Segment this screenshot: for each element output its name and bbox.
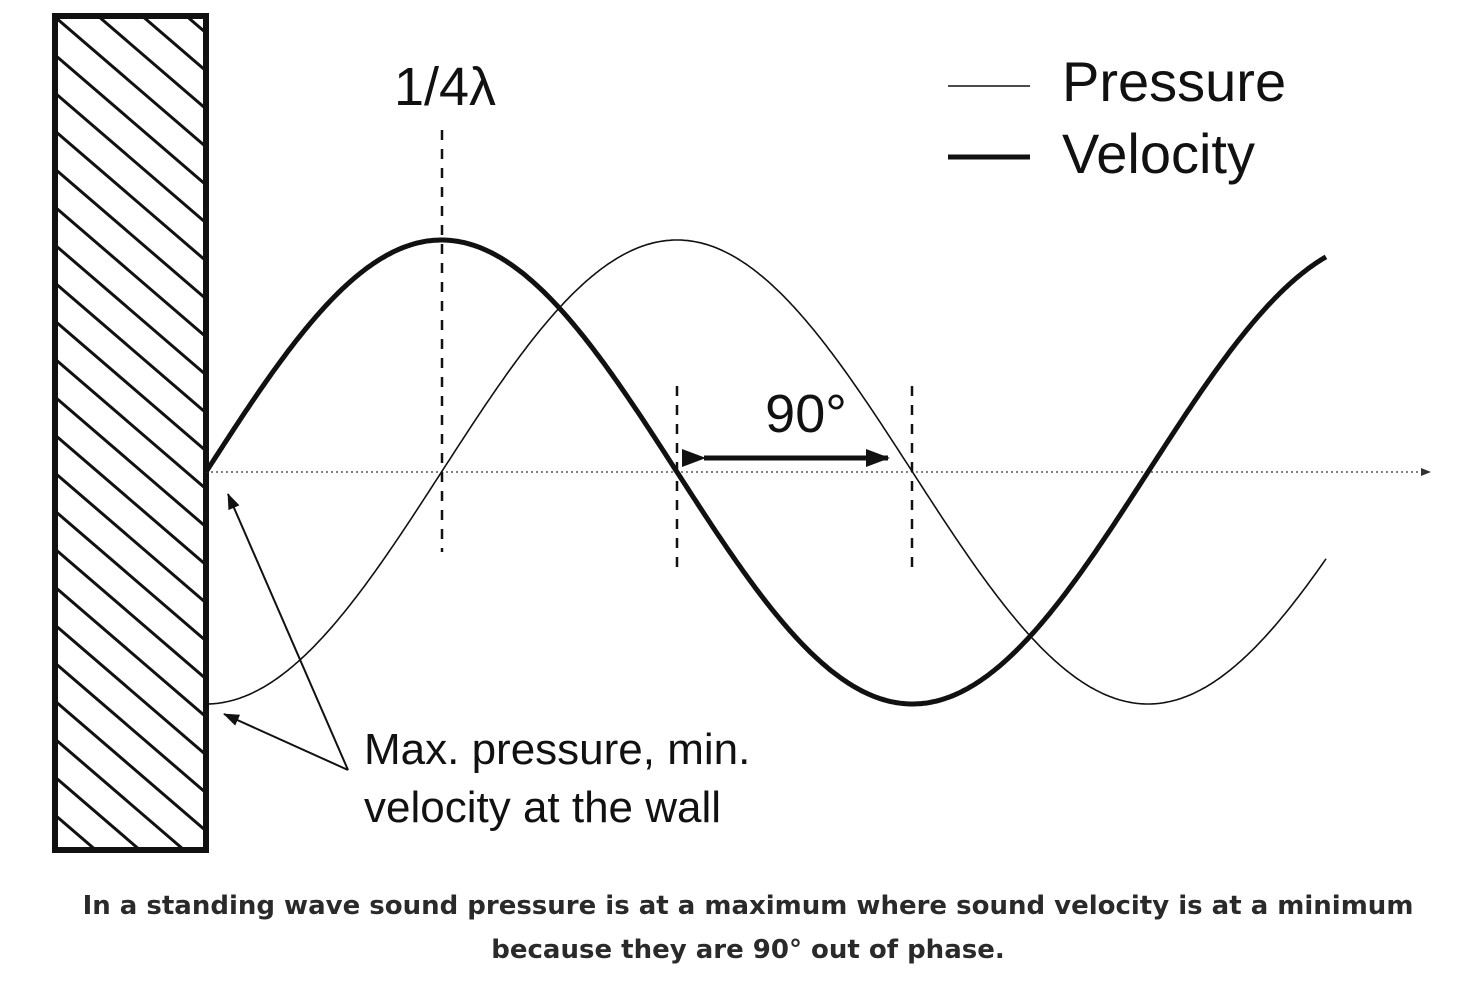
annotation-arrow-velocity [227,493,349,771]
hatch-line [55,853,206,870]
hatch-line [55,129,206,262]
legend-velocity-label: Velocity [1062,122,1255,185]
hatch-line [55,699,206,832]
figure-caption: In a standing wave sound pressure is at … [82,891,1414,965]
annotation-line-1: Max. pressure, min. [364,725,750,774]
hatch-line [55,471,206,604]
hatch-line [55,53,206,186]
wall [52,13,209,870]
annotation-line-2: velocity at the wall [364,783,721,832]
hatch-line [55,319,206,452]
legend-pressure-label: Pressure [1062,50,1286,113]
hatch-line [95,16,206,110]
hatch-line [55,167,206,300]
hatch-line [55,433,206,566]
standing-wave-diagram: 1/4λ 90° Max. pressure, min. velocity at… [52,13,1431,870]
hatch-line [55,91,206,224]
hatch-line [55,623,206,756]
hatch-line [55,775,143,850]
annotation-arrow-pressure [223,713,349,771]
wall-hatching [55,16,206,870]
hatch-line [55,205,206,338]
hatch-line [55,509,206,642]
hatch-line [55,243,206,376]
hatch-line [55,661,206,794]
hatch-line [55,357,206,490]
hatch-line [55,16,206,148]
pressure-wave [206,239,1327,705]
hatch-line [55,813,98,850]
phase-label: 90° [765,384,847,444]
legend: Pressure Velocity [948,50,1286,185]
velocity-wave [203,237,1328,707]
quarter-wavelength-label: 1/4λ [394,57,496,117]
hatch-line [55,585,206,718]
hatch-line [55,547,206,680]
hatch-line [55,281,206,414]
hatch-line [55,395,206,528]
hatch-line [139,16,206,72]
